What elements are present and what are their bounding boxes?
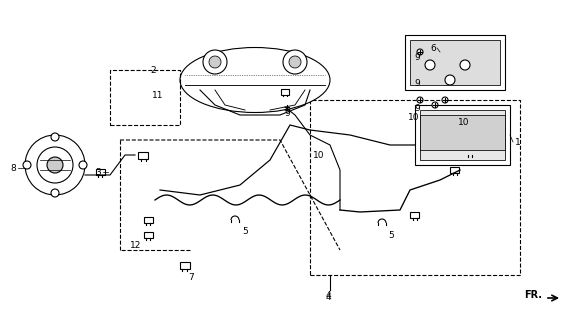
Text: 4: 4 bbox=[326, 293, 332, 302]
Bar bbox=[466, 149, 474, 155]
Circle shape bbox=[432, 102, 438, 108]
Circle shape bbox=[23, 161, 31, 169]
Bar bbox=[138, 151, 148, 158]
Text: 10: 10 bbox=[458, 117, 470, 126]
Text: 9: 9 bbox=[414, 52, 420, 61]
Text: 9: 9 bbox=[284, 108, 290, 117]
Text: FR.: FR. bbox=[524, 290, 542, 300]
Text: 9: 9 bbox=[414, 103, 420, 113]
Circle shape bbox=[79, 161, 87, 169]
Circle shape bbox=[203, 50, 227, 74]
Circle shape bbox=[51, 133, 59, 141]
Circle shape bbox=[51, 189, 59, 197]
Circle shape bbox=[445, 75, 455, 85]
Circle shape bbox=[425, 60, 435, 70]
Bar bbox=[420, 115, 505, 150]
Bar bbox=[410, 40, 500, 85]
Bar bbox=[450, 167, 459, 173]
Circle shape bbox=[37, 147, 73, 183]
Circle shape bbox=[283, 50, 307, 74]
Text: 7: 7 bbox=[188, 273, 194, 282]
Bar bbox=[281, 89, 289, 95]
Ellipse shape bbox=[180, 47, 330, 113]
Circle shape bbox=[289, 56, 301, 68]
Circle shape bbox=[25, 135, 85, 195]
Bar bbox=[143, 217, 153, 223]
Circle shape bbox=[209, 56, 221, 68]
Bar bbox=[180, 261, 190, 268]
Text: 12: 12 bbox=[130, 241, 142, 250]
Bar bbox=[143, 232, 153, 238]
Circle shape bbox=[284, 103, 291, 110]
Text: 10: 10 bbox=[313, 150, 325, 159]
Text: 8: 8 bbox=[10, 164, 16, 172]
Bar bbox=[415, 105, 510, 165]
Bar bbox=[95, 169, 105, 175]
Circle shape bbox=[417, 97, 423, 103]
Text: 9: 9 bbox=[414, 78, 420, 87]
Bar bbox=[420, 110, 505, 160]
Text: 2: 2 bbox=[150, 66, 156, 75]
Text: 5: 5 bbox=[242, 228, 248, 236]
Circle shape bbox=[460, 60, 470, 70]
Text: 3: 3 bbox=[95, 167, 101, 177]
Text: 5: 5 bbox=[388, 230, 394, 239]
Circle shape bbox=[442, 97, 448, 103]
Circle shape bbox=[47, 157, 63, 173]
Bar bbox=[411, 212, 419, 218]
Text: 10: 10 bbox=[408, 113, 419, 122]
Text: 1: 1 bbox=[515, 138, 521, 147]
Text: 6: 6 bbox=[430, 44, 436, 52]
Circle shape bbox=[417, 49, 423, 55]
Bar bbox=[405, 35, 505, 90]
Text: 11: 11 bbox=[152, 91, 163, 100]
Text: 4: 4 bbox=[326, 291, 332, 300]
